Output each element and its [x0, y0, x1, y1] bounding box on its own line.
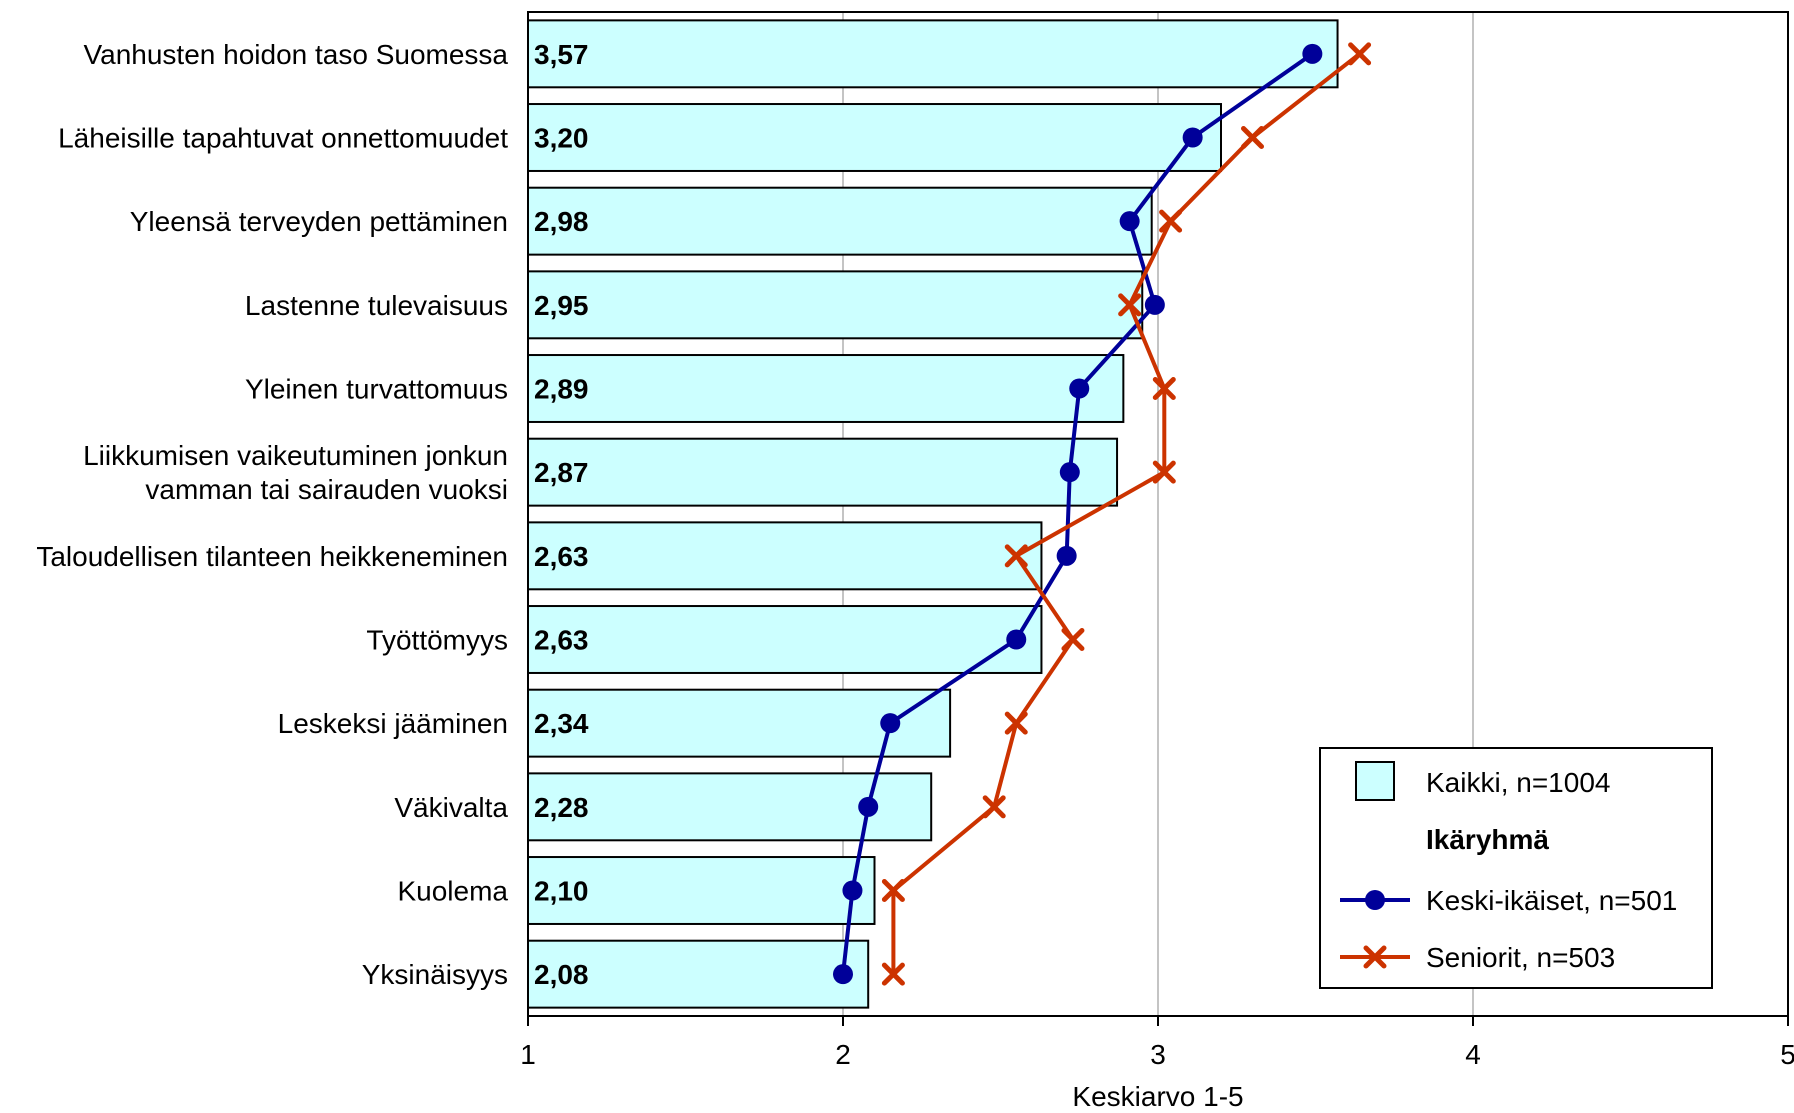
x-stroke — [1118, 293, 1142, 317]
x-stroke — [1004, 711, 1028, 735]
value-labels: 3,57 3,20 2,98 2,95 2,89 2,87 2,63 2,63 2,34 2,28… — [534, 39, 589, 990]
point-circle — [1119, 211, 1140, 232]
legend-swatch-seniors — [1340, 945, 1410, 969]
category-label: Työttömyys — [366, 625, 508, 656]
series-line — [841, 52, 1314, 975]
x-stroke — [1061, 628, 1085, 651]
x-tick-label: 3 — [1150, 1039, 1166, 1070]
x-stroke — [1004, 544, 1028, 568]
x-stroke — [1241, 126, 1264, 149]
category-label: Lastenne tulevaisuus — [245, 290, 508, 321]
series-markers — [833, 42, 1372, 986]
x-stroke — [1152, 377, 1176, 400]
category-label: Liikkumisen vaikeutuminen jonkun — [83, 440, 508, 471]
value-label: 2,10 — [534, 876, 589, 907]
bar — [527, 437, 1119, 507]
point-circle — [858, 796, 879, 817]
legend-label-seniors: Seniorit, n=503 — [1426, 942, 1615, 973]
x-stroke — [881, 962, 905, 986]
point-x — [1241, 126, 1264, 149]
point-x — [1152, 460, 1176, 484]
x-stroke — [982, 795, 1006, 819]
category-label: Kuolema — [397, 876, 508, 907]
value-label: 3,57 — [534, 39, 589, 70]
legend-marker-x — [1363, 945, 1387, 969]
x-tick-label: 1 — [520, 1039, 536, 1070]
series-lines — [841, 52, 1361, 975]
point-x — [1004, 544, 1028, 568]
bar — [527, 605, 1043, 674]
category-label: Väkivalta — [394, 792, 508, 823]
bar — [527, 521, 1043, 591]
value-label: 2,63 — [534, 541, 589, 572]
point-circle — [1006, 629, 1027, 650]
point-circle — [1059, 462, 1080, 483]
value-label: 3,20 — [534, 123, 589, 154]
legend-marker-circle — [1365, 890, 1385, 910]
series-line — [891, 52, 1361, 975]
bar — [527, 856, 876, 925]
category-label: Läheisille tapahtuvat onnettomuudet — [58, 123, 508, 154]
x-tick-label: 4 — [1465, 1039, 1481, 1070]
x-tick-label: 5 — [1780, 1039, 1794, 1070]
point-circle — [833, 964, 853, 985]
x-axis-title: Keskiarvo 1-5 — [1072, 1081, 1243, 1112]
category-labels: Vanhusten hoidon taso Suomessa Läheisille… — [36, 39, 508, 990]
bar — [527, 103, 1222, 172]
point-x — [1159, 209, 1183, 233]
category-label: Leskeksi jääminen — [278, 708, 508, 739]
value-label: 2,87 — [534, 457, 589, 488]
legend-group-title: Ikäryhmä — [1426, 824, 1549, 855]
point-x — [1152, 377, 1176, 400]
x-stroke — [1363, 945, 1387, 969]
x-stroke — [1159, 209, 1183, 233]
bar — [527, 270, 1144, 340]
value-label: 2,08 — [534, 959, 589, 990]
bar — [527, 354, 1125, 423]
value-label: 2,89 — [534, 374, 589, 405]
point-x — [1004, 711, 1028, 735]
point-circle — [880, 713, 901, 734]
value-label: 2,95 — [534, 290, 589, 321]
bar — [527, 19, 1339, 89]
point-x — [881, 962, 905, 986]
legend-swatch-all — [1355, 761, 1395, 801]
value-label: 2,28 — [534, 792, 589, 823]
bar — [527, 186, 1153, 256]
point-circle — [842, 880, 863, 901]
legend-label-all: Kaikki, n=1004 — [1426, 767, 1610, 798]
point-x — [881, 879, 905, 902]
point-x — [1061, 628, 1085, 651]
point-x — [1348, 42, 1372, 66]
point-circle — [1069, 378, 1090, 399]
x-axis: 1 2 3 4 5 — [520, 11, 1794, 1070]
value-label: 2,34 — [534, 708, 589, 739]
legend-swatch-middle-aged — [1340, 890, 1410, 910]
category-label: vamman tai sairauden vuoksi — [145, 474, 508, 505]
point-circle — [1182, 127, 1203, 148]
x-stroke — [1348, 42, 1372, 66]
legend: Kaikki, n=1004 Ikäryhmä Keski-ikäiset, n… — [1319, 747, 1713, 989]
x-stroke — [881, 879, 905, 902]
point-circle — [1144, 294, 1165, 315]
bars — [527, 19, 1339, 1009]
point-circle — [1302, 43, 1323, 64]
category-label: Vanhusten hoidon taso Suomessa — [84, 39, 509, 70]
category-label: Yksinäisyys — [362, 959, 508, 990]
category-label: Yleinen turvattomuus — [245, 374, 508, 405]
category-label: Taloudellisen tilanteen heikkeneminen — [36, 541, 508, 572]
x-stroke — [1152, 460, 1176, 484]
point-circle — [1056, 545, 1077, 566]
bar — [527, 939, 870, 1009]
value-label: 2,98 — [534, 206, 589, 237]
value-label: 2,63 — [534, 625, 589, 656]
point-x — [982, 795, 1006, 819]
legend-label-middle-aged: Keski-ikäiset, n=501 — [1426, 885, 1677, 916]
category-label: Yleensä terveyden pettäminen — [130, 206, 508, 237]
point-x — [1118, 293, 1142, 317]
x-tick-label: 2 — [835, 1039, 851, 1070]
